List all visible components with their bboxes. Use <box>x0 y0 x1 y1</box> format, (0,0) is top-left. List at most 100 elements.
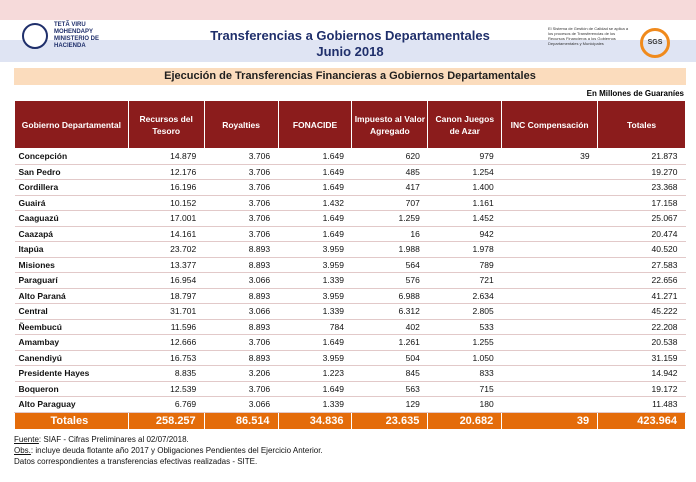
cell: 3.959 <box>278 241 352 258</box>
cell: 27.583 <box>597 257 686 273</box>
cell: 129 <box>351 396 428 413</box>
cell: 504 <box>351 350 428 366</box>
cell: 707 <box>351 195 428 211</box>
cell: 13.377 <box>128 257 205 273</box>
row: Canendiyú 16.753 8.893 3.959 504 1.050 31.159 <box>14 350 686 366</box>
cell: 3.706 <box>204 148 279 165</box>
cell: 22.208 <box>597 319 686 335</box>
seal <box>22 23 48 49</box>
cell: 3.066 <box>204 303 279 320</box>
total-cell: 39 <box>501 411 599 430</box>
cell: Misiones <box>14 257 129 273</box>
notes: Fuente: SIAF - Cifras Preliminares al 02… <box>14 434 323 467</box>
cell: 1.339 <box>278 396 352 413</box>
cell <box>501 241 598 258</box>
cell: 20.538 <box>597 334 686 351</box>
note-label: Fuente <box>14 435 39 444</box>
cell: 19.172 <box>597 381 686 397</box>
cell: Caazapá <box>14 226 129 242</box>
cell: 8.893 <box>204 288 279 304</box>
cell: Itapúa <box>14 241 129 258</box>
cell: 833 <box>427 365 502 382</box>
cell: Alto Paraguay <box>14 396 129 413</box>
header-row: Gobierno Departamental Recursos del Tesor… <box>14 100 686 149</box>
row: Presidente Hayes 8.835 3.206 1.223 845 833 14.… <box>14 365 686 382</box>
note: Fuente: SIAF - Cifras Preliminares al 02… <box>14 434 323 445</box>
table: Gobierno Departamental Recursos del Tesor… <box>14 100 686 430</box>
total-cell: 34.836 <box>277 411 353 430</box>
cell: 3.706 <box>204 334 279 351</box>
cell: 8.893 <box>204 319 279 335</box>
cell <box>501 195 598 211</box>
logo-line: HACIENDA <box>54 43 86 49</box>
cell: Boqueron <box>14 381 129 397</box>
logo-line: MINISTERIO DE <box>54 36 100 42</box>
cell: 16.753 <box>128 350 205 366</box>
row: Alto Paraguay 6.769 3.066 1.339 129 180 11.483 <box>14 396 686 413</box>
cell: 3.959 <box>278 257 352 273</box>
cell <box>501 303 598 320</box>
cell: 715 <box>427 381 502 397</box>
cell: 1.050 <box>427 350 502 366</box>
cell: 2.805 <box>427 303 502 320</box>
cell <box>501 319 598 335</box>
column-header: Totales <box>597 100 686 149</box>
column-header: Canon Juegos de Azar <box>427 100 503 149</box>
column-header: Royalties <box>203 100 279 149</box>
cell: 39 <box>501 148 598 165</box>
cell: 8.893 <box>204 241 279 258</box>
cell: 1.254 <box>427 164 502 180</box>
cell: 10.152 <box>128 195 205 211</box>
cell: 1.649 <box>278 148 352 165</box>
row: Boqueron 12.539 3.706 1.649 563 715 19.172 <box>14 381 686 397</box>
subtitle: Ejecución de Transferencias Financieras … <box>14 68 686 85</box>
cell: 3.706 <box>204 179 279 196</box>
cell <box>501 179 598 196</box>
total-cell: 258.257 <box>127 411 205 430</box>
note: Obs.: incluye deuda flotante año 2017 y … <box>14 445 323 456</box>
cell <box>501 257 598 273</box>
cell: 1.261 <box>351 334 428 351</box>
cell: 1.649 <box>278 210 352 227</box>
cell: 16 <box>351 226 428 242</box>
cell: 8.835 <box>128 365 205 382</box>
cell: 3.706 <box>204 164 279 180</box>
cell: Guairá <box>14 195 129 211</box>
certification: El Sistema de Gestión de Calidad se apli… <box>548 26 629 46</box>
cell: 1.649 <box>278 334 352 351</box>
row: Misiones 13.377 8.893 3.959 564 789 27.583 <box>14 257 686 273</box>
cell: 40.520 <box>597 241 686 258</box>
cell: 22.656 <box>597 272 686 289</box>
title-block: Transferencias a Gobiernos Departamental… <box>160 28 540 60</box>
cell: 25.067 <box>597 210 686 227</box>
row: San Pedro 12.176 3.706 1.649 485 1.254 19.270 <box>14 164 686 180</box>
cell: 1.255 <box>427 334 502 351</box>
cell: 563 <box>351 381 428 397</box>
cell: 31.701 <box>128 303 205 320</box>
cell: 17.158 <box>597 195 686 211</box>
column-header: FONACIDE <box>277 100 353 149</box>
column-header: Recursos del Tesoro <box>127 100 205 149</box>
cell: 402 <box>351 319 428 335</box>
column-header: INC Compensación <box>501 100 599 149</box>
cell: 1.649 <box>278 179 352 196</box>
row: Concepción 14.879 3.706 1.649 620 979 39 21.873 <box>14 148 686 165</box>
cell <box>501 365 598 382</box>
cell <box>501 272 598 289</box>
row: Paraguarí 16.954 3.066 1.339 576 721 22.656 <box>14 272 686 289</box>
column-header: Impuesto al Valor Agregado <box>351 100 429 149</box>
cell: 1.339 <box>278 272 352 289</box>
cell: 620 <box>351 148 428 165</box>
cell: 1.339 <box>278 303 352 320</box>
row: Ñeembucú 11.596 8.893 784 402 533 22.208 <box>14 319 686 335</box>
cell: Central <box>14 303 129 320</box>
cell: 17.001 <box>128 210 205 227</box>
cell: Concepción <box>14 148 129 165</box>
cell: 8.893 <box>204 350 279 366</box>
row: Cordillera 16.196 3.706 1.649 417 1.400 23.368 <box>14 179 686 196</box>
total-cell: Totales <box>14 411 129 430</box>
cell: 14.942 <box>597 365 686 382</box>
row: Alto Paraná 18.797 8.893 3.959 6.988 2.634 41.… <box>14 288 686 304</box>
cell: 16.196 <box>128 179 205 196</box>
